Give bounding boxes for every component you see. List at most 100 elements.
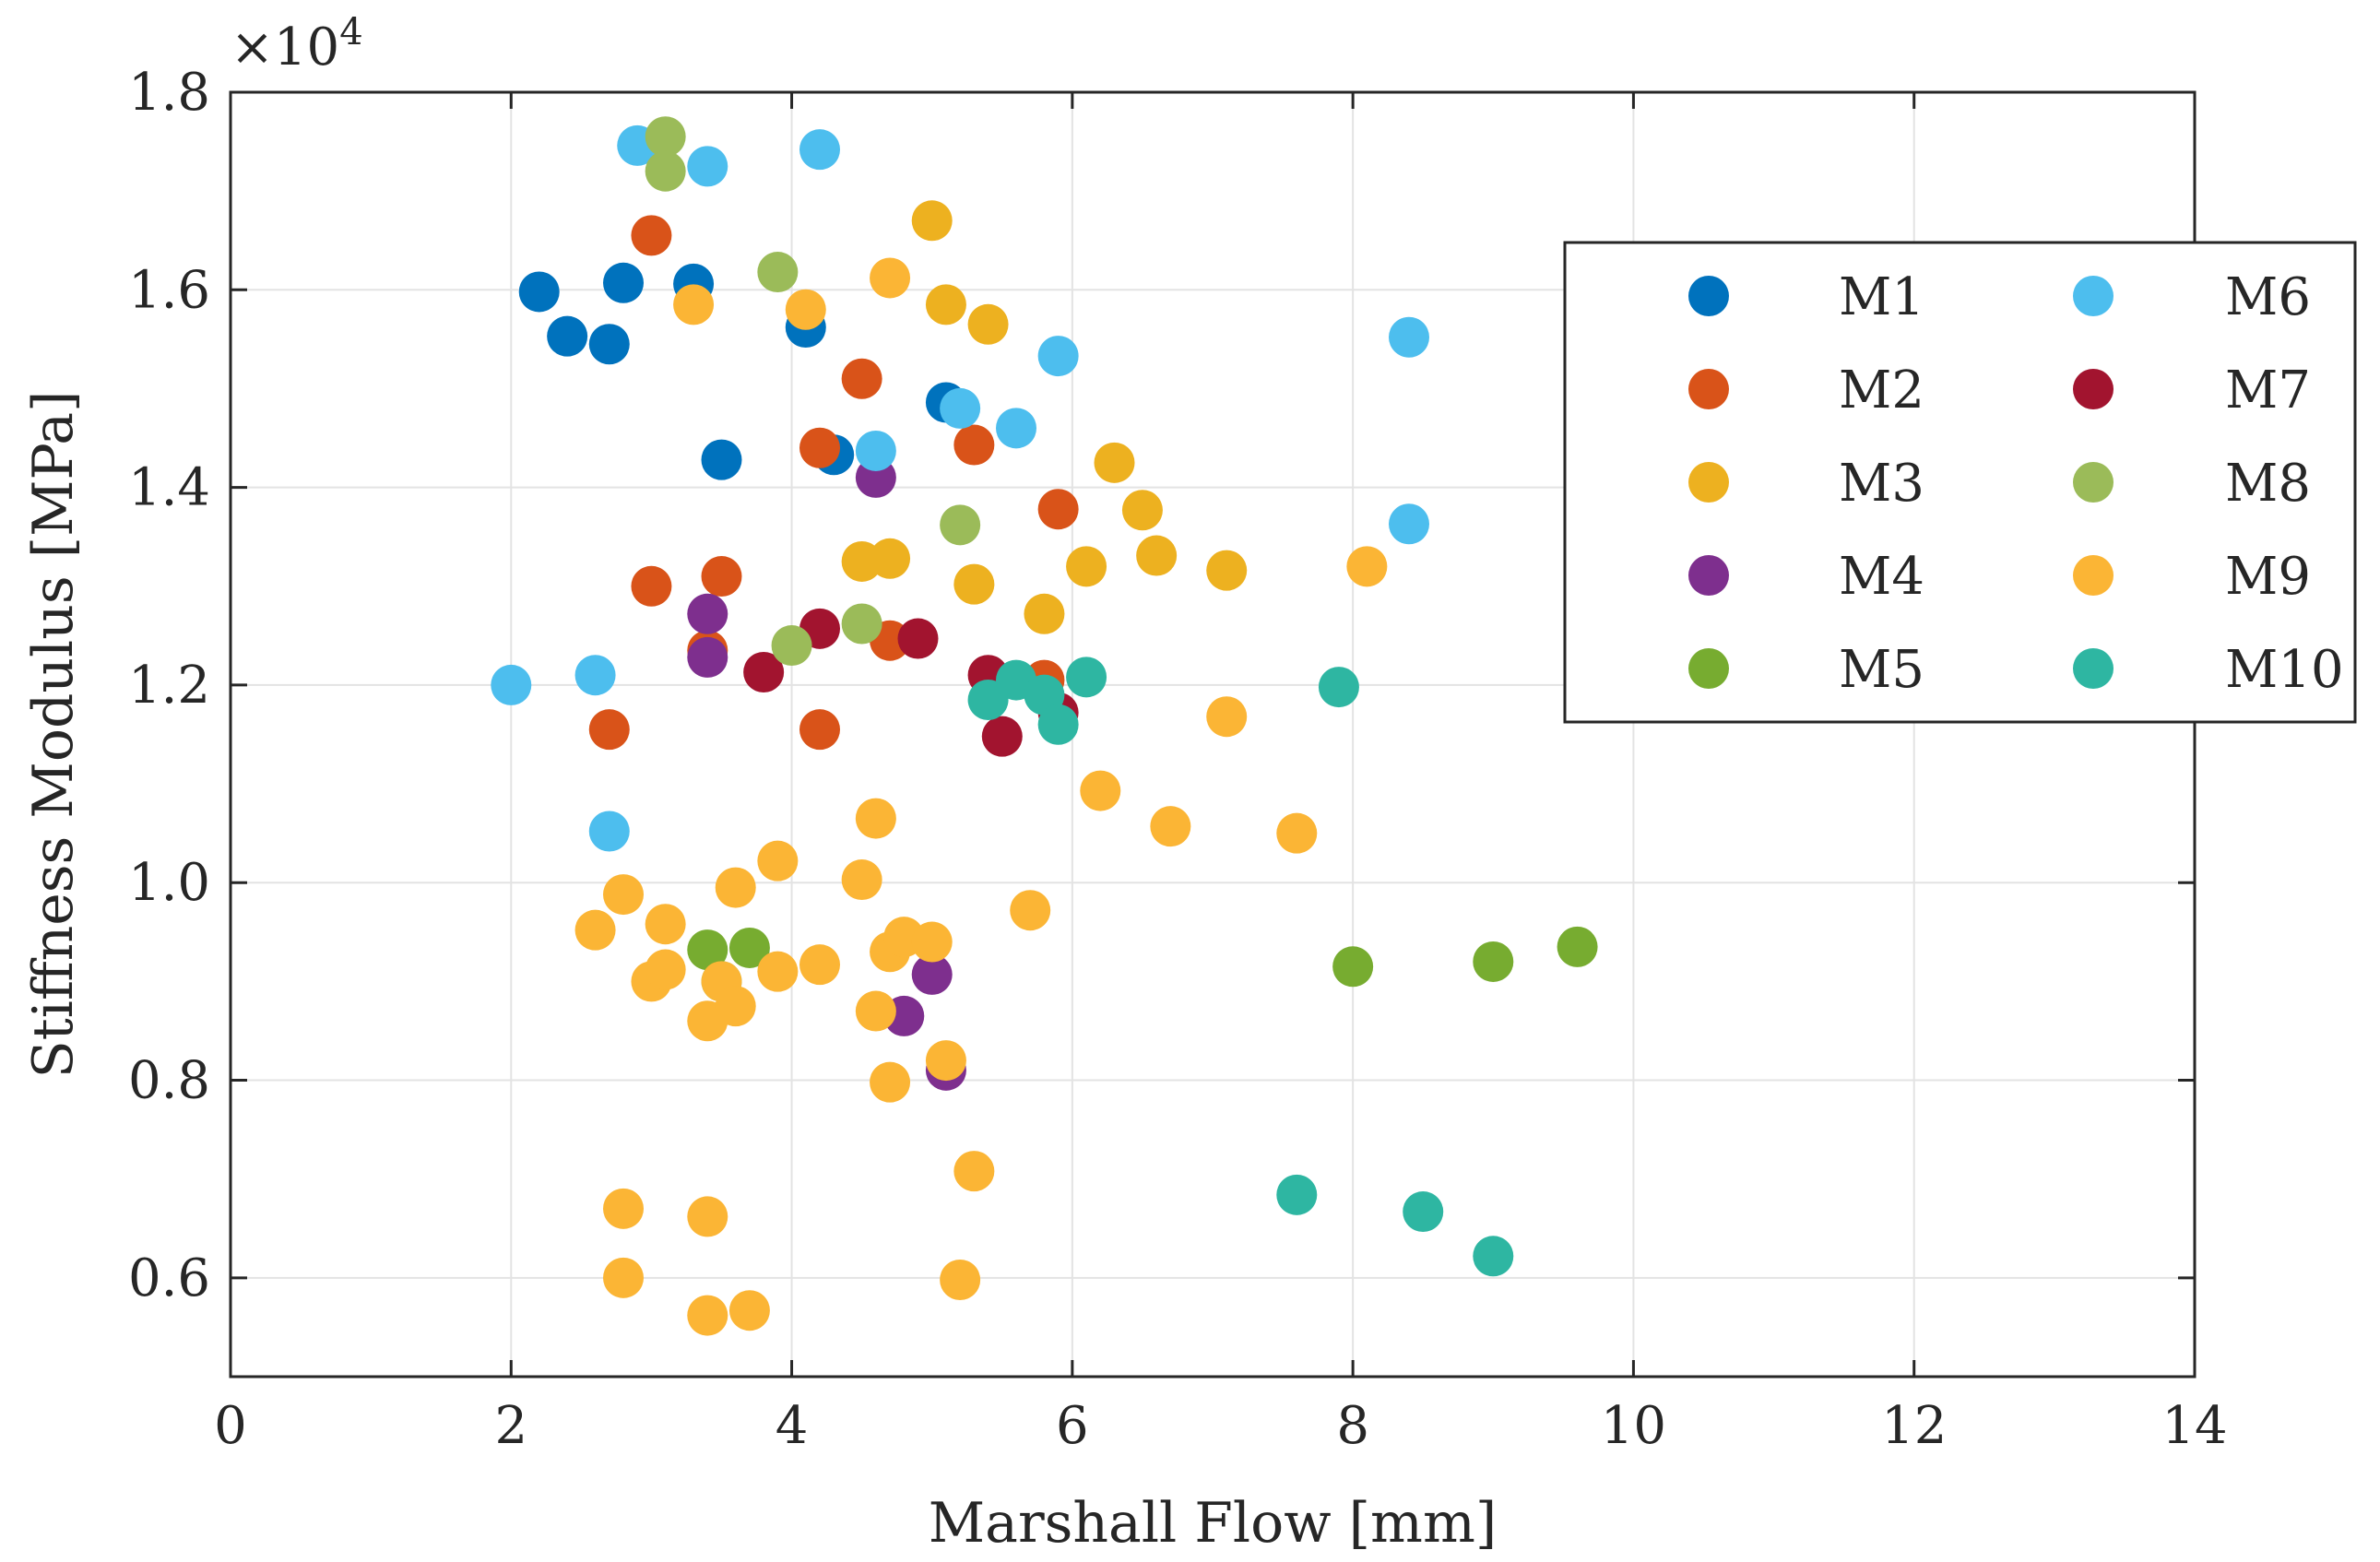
data-point-m9 [687,1196,728,1237]
data-point-m10 [1473,1236,1514,1277]
x-axis-title: Marshall Flow [mm] [929,1491,1498,1556]
data-point-m2 [799,427,840,468]
axis-ticks: 0 2 4 6 8 10 12 14 0.6 0.8 1.0 1.2 1.4 1.6 1.8 [128,63,2228,1456]
data-point-m9 [841,859,882,901]
legend-label-m2: M2 [1839,361,1924,420]
data-point-m3 [967,303,1009,345]
data-point-m8 [757,252,799,293]
legend-marker-m6 [2073,276,2114,316]
legend-label-m6: M6 [2225,267,2311,327]
data-point-m9 [1080,770,1121,811]
data-point-m5 [687,929,728,971]
data-point-m6 [1037,336,1079,377]
data-point-m6 [940,387,981,429]
series-m4 [687,456,966,1091]
data-point-m7 [897,618,939,659]
data-point-m9 [757,951,799,992]
data-point-m6 [1389,316,1429,358]
x-tick-label: 6 [1056,1396,1089,1456]
legend-marker-m10 [2073,648,2114,689]
data-point-m6 [574,655,616,696]
data-point-m3 [1206,550,1248,591]
y-axis-title: Stiffness Modulus [MPa] [21,391,86,1079]
data-point-m5 [1473,941,1514,982]
data-point-m1 [588,324,630,365]
data-point-m9 [1206,696,1248,738]
data-point-m9 [603,1188,644,1229]
data-point-m4 [687,593,728,634]
data-point-m3 [1136,535,1178,576]
x-tick-label: 8 [1336,1396,1369,1456]
data-point-m1 [547,315,588,357]
legend-label-m9: M9 [2225,547,2311,607]
data-point-m9 [1150,806,1191,847]
legend-label-m8: M8 [2225,454,2311,514]
data-point-m9 [574,909,616,951]
y-axis-exponent-power: 4 [339,11,362,53]
data-point-m9 [940,1259,981,1300]
data-point-m7 [981,716,1023,757]
data-point-m5 [728,927,770,968]
legend-marker-m7 [2073,369,2114,409]
data-point-m8 [645,150,686,192]
data-point-m9 [1010,890,1051,931]
data-point-m8 [940,504,981,546]
x-tick-label: 2 [494,1396,527,1456]
data-point-m9 [603,1257,644,1298]
legend-marker-m1 [1688,276,1729,316]
data-point-m6 [996,408,1036,449]
data-point-m2 [799,709,840,751]
y-tick-label: 1.2 [128,656,210,716]
series-m9 [574,257,1388,1336]
data-point-m1 [603,262,644,303]
legend-label-m5: M5 [1839,640,1924,700]
data-point-m6 [799,129,840,171]
data-point-m9 [728,1290,770,1331]
legend-label-m1: M1 [1839,267,1924,327]
data-point-m1 [518,271,560,313]
x-tick-label: 12 [1881,1396,1947,1456]
data-point-m3 [1024,593,1065,634]
data-point-m9 [855,798,896,839]
y-tick-label: 1.4 [128,458,210,518]
data-point-m10 [1066,657,1107,698]
data-point-m8 [841,603,882,645]
data-point-m10 [1403,1191,1444,1233]
data-point-m3 [1066,546,1107,587]
data-point-m10 [1318,667,1359,708]
legend: M1 M2 M3 M4 M5 M6 M7 M8 M9 M10 [1563,241,2357,724]
data-point-m9 [715,986,756,1027]
data-point-m9 [603,874,644,916]
data-point-m9 [953,1151,995,1192]
data-point-m7 [743,651,785,692]
data-point-m8 [771,625,812,667]
legend-label-m4: M4 [1839,547,1924,607]
data-point-m6 [1389,503,1429,545]
data-point-m9 [1276,812,1318,854]
legend-marker-m2 [1688,369,1729,409]
data-point-m9 [645,904,686,945]
data-point-m1 [701,439,742,480]
legend-marker-m8 [2073,462,2114,503]
data-point-m9 [673,284,715,325]
series-m6 [491,124,1429,852]
data-point-m2 [631,215,672,256]
data-point-m2 [631,565,672,607]
data-point-m3 [1121,490,1163,531]
y-tick-label: 1.6 [128,260,210,320]
x-tick-label: 10 [1601,1396,1666,1456]
x-tick-label: 4 [776,1396,809,1456]
y-axis-exponent-base: ×10 [231,18,339,77]
data-point-m8 [645,116,686,158]
data-points [491,116,1598,1336]
y-axis-exponent: ×104 [231,11,363,77]
data-point-m3 [925,284,966,325]
data-point-m9 [855,990,896,1032]
legend-marker-m5 [1688,648,1729,689]
data-point-m3 [870,538,911,579]
data-point-m2 [953,424,995,466]
data-point-m9 [785,289,826,330]
data-point-m2 [841,358,882,399]
data-point-m10 [1276,1174,1318,1215]
